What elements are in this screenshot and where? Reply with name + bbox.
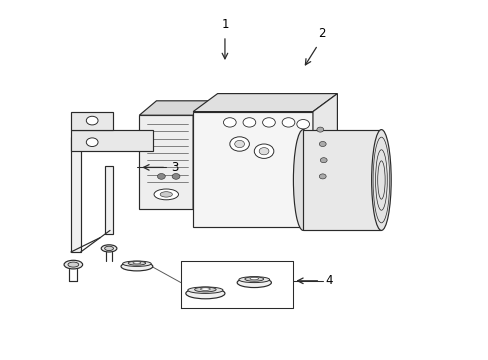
Ellipse shape [237,278,271,288]
Ellipse shape [154,189,178,200]
Ellipse shape [160,192,172,197]
Circle shape [172,174,180,179]
Ellipse shape [371,130,390,230]
Circle shape [223,118,236,127]
Polygon shape [193,101,210,209]
Polygon shape [71,137,81,252]
Polygon shape [71,130,152,151]
Ellipse shape [101,245,117,252]
Text: 1: 1 [221,18,228,31]
Polygon shape [139,101,210,115]
Text: 3: 3 [171,161,178,174]
Ellipse shape [133,262,141,264]
Polygon shape [312,94,337,227]
Ellipse shape [200,288,210,291]
Polygon shape [303,130,381,230]
Circle shape [259,148,268,155]
Circle shape [86,138,98,147]
Ellipse shape [238,276,269,283]
Circle shape [262,118,275,127]
Ellipse shape [187,287,223,293]
Polygon shape [139,115,193,209]
Text: 4: 4 [325,274,332,287]
Polygon shape [71,112,113,130]
Circle shape [243,118,255,127]
Circle shape [296,120,309,129]
Ellipse shape [244,277,263,281]
Polygon shape [193,94,337,112]
Ellipse shape [64,260,82,269]
Circle shape [320,158,326,163]
Ellipse shape [104,246,113,251]
Polygon shape [193,112,312,227]
Ellipse shape [121,262,153,271]
Ellipse shape [185,288,224,299]
Circle shape [86,116,98,125]
Circle shape [254,144,273,158]
Ellipse shape [128,261,145,265]
Circle shape [319,174,325,179]
Ellipse shape [194,287,216,292]
Circle shape [234,140,244,148]
Ellipse shape [293,130,312,230]
Text: 2: 2 [317,27,325,40]
Ellipse shape [249,278,258,280]
Polygon shape [105,166,113,234]
Ellipse shape [122,261,151,266]
Circle shape [319,141,325,147]
Circle shape [229,137,249,151]
Circle shape [282,118,294,127]
Circle shape [316,127,323,132]
Ellipse shape [68,262,79,267]
Circle shape [157,174,165,179]
